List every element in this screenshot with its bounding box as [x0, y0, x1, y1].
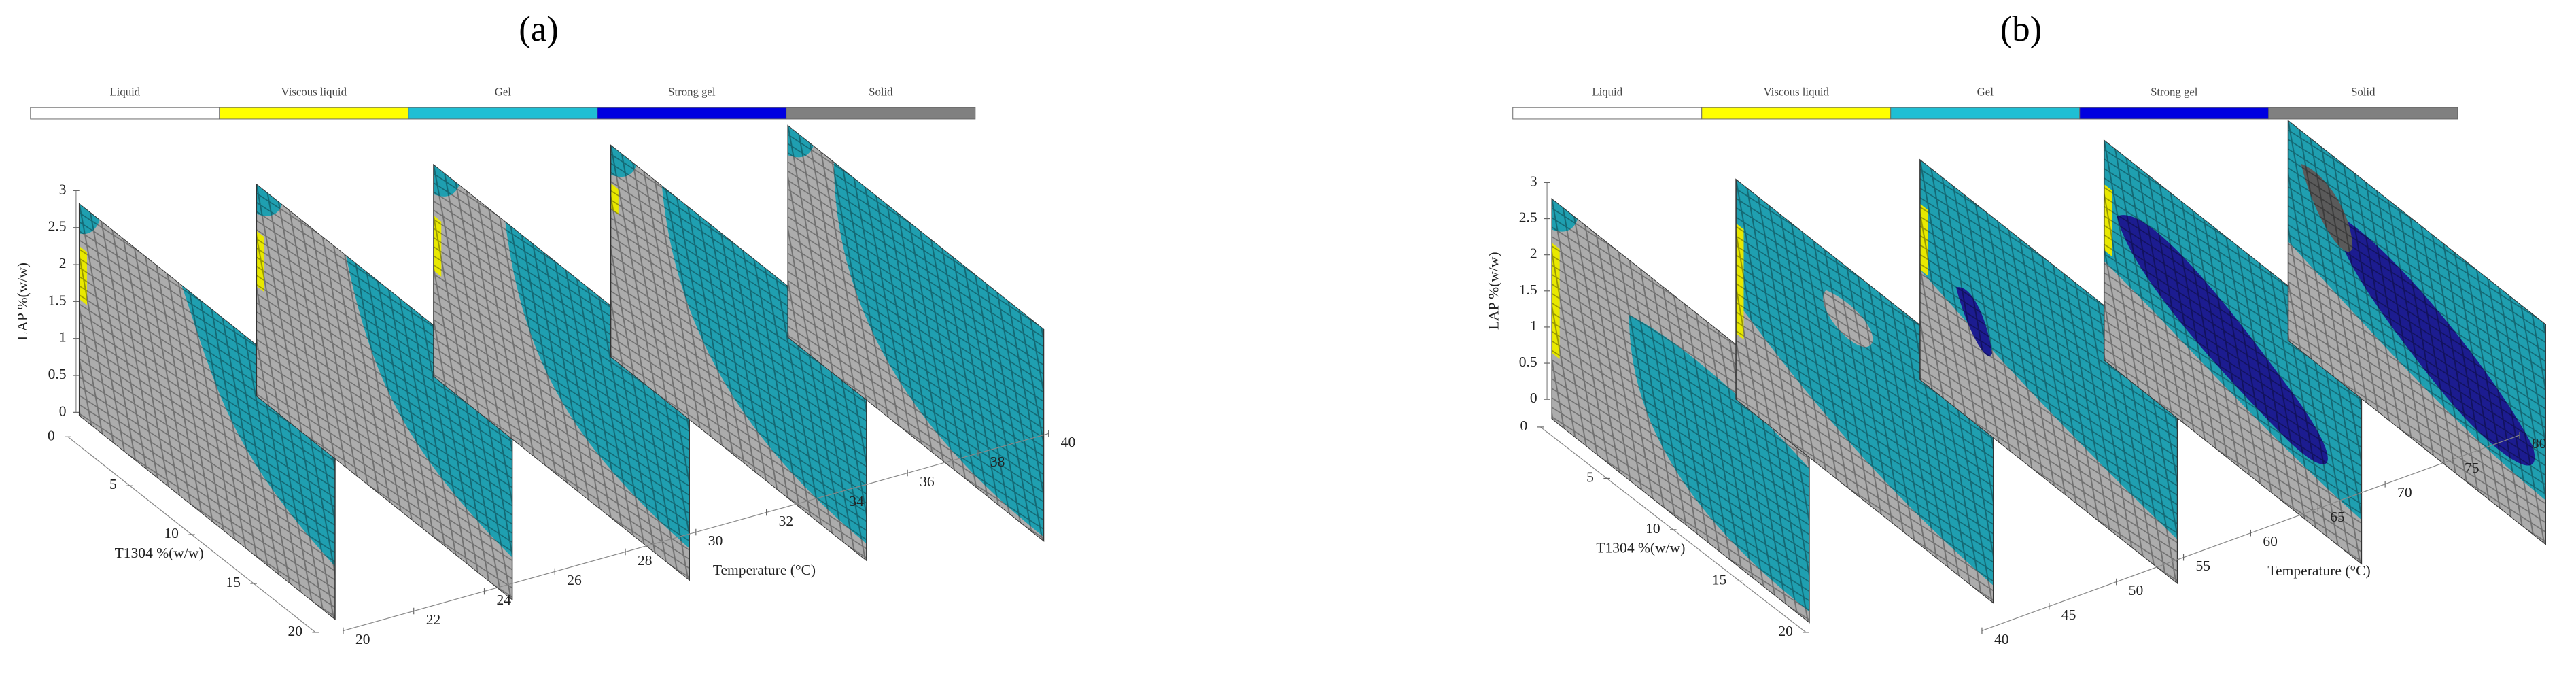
slice	[2103, 139, 2363, 565]
x-tick-label: 24	[496, 592, 511, 608]
slice-mesh	[2287, 120, 2546, 545]
colorbar-label: Gel	[495, 85, 512, 98]
z-tick-label: 0.5	[48, 366, 67, 382]
x-tick-label: 80	[2532, 435, 2547, 452]
slice	[433, 163, 690, 581]
x-tick-label: 30	[708, 532, 723, 549]
x-tick-label: 36	[920, 473, 935, 490]
z-tick-label: 2.5	[1519, 209, 1537, 226]
colorbar-label: Solid	[2351, 85, 2375, 98]
x-tick-label: 40	[1061, 434, 1076, 450]
slice	[787, 124, 1045, 542]
z-tick-label: 1	[1530, 318, 1537, 334]
colorbar-segment	[2268, 107, 2458, 120]
y-axis-label: T1304 %(w/w)	[115, 545, 204, 561]
y-tick-label: 20	[1778, 623, 1793, 639]
colorbar-segment	[786, 107, 976, 120]
x-tick-label: 20	[355, 631, 370, 647]
z-tick-label: 2	[59, 255, 67, 271]
slice-mesh	[433, 163, 690, 581]
slice-mesh	[610, 144, 867, 562]
colorbar-label: Liquid	[1592, 85, 1622, 98]
x-axis-label: Temperature (°C)	[2267, 562, 2370, 579]
y-tick-label: 10	[1646, 520, 1660, 537]
colorbar-segment	[2079, 107, 2269, 120]
x-tick-label: 55	[2196, 558, 2211, 574]
slice	[1919, 158, 2178, 585]
y-tick-label: 5	[1586, 469, 1594, 485]
colorbar-segment	[1890, 107, 2081, 120]
slice	[256, 183, 513, 601]
x-tick-label: 22	[426, 611, 441, 628]
x-tick-label: 50	[2129, 582, 2144, 598]
panel-label: (a)	[519, 10, 559, 49]
slice	[2287, 120, 2546, 545]
x-tick-label: 34	[849, 493, 864, 509]
slice-mesh	[1735, 178, 1994, 605]
colorbar-label: Liquid	[109, 85, 140, 98]
z-tick-label: 1	[59, 329, 67, 345]
colorbar-label: Gel	[1977, 85, 1994, 98]
z-tick-label: 3	[59, 181, 67, 197]
z-tick-label: 0.5	[1519, 354, 1537, 370]
x-axis-label: Temperature (°C)	[713, 562, 816, 578]
z-axis-label: LAP %(w/w)	[14, 262, 31, 341]
colorbar-segment	[408, 107, 598, 120]
slice	[78, 203, 336, 620]
x-tick-label: 38	[990, 454, 1005, 470]
z-tick-label: 2.5	[48, 218, 67, 235]
x-tick-label: 70	[2397, 484, 2412, 501]
slice-mesh	[1551, 198, 1810, 624]
z-tick-label: 2	[1530, 245, 1537, 262]
y-tick-label: 15	[1712, 571, 1727, 588]
colorbar-segment	[219, 107, 409, 120]
y-tick-label: 0	[48, 427, 55, 443]
colorbar-label: Strong gel	[668, 85, 716, 98]
y-tick-label: 20	[288, 623, 302, 639]
slice	[1551, 198, 1810, 624]
colorbar-segment	[30, 107, 220, 120]
y-tick-label: 15	[226, 574, 241, 590]
colorbar-label: Viscous liquid	[1764, 85, 1830, 98]
y-axis-label: T1304 %(w/w)	[1596, 540, 1685, 556]
panel-label: (b)	[2000, 10, 2042, 49]
x-tick-label: 32	[779, 513, 794, 529]
colorbar-segment	[1512, 107, 1703, 120]
z-axis-label: LAP %(w/w)	[1485, 252, 1501, 330]
x-tick-label: 65	[2330, 509, 2345, 525]
z-tick-label: 0	[59, 403, 67, 419]
colorbar-segment	[1701, 107, 1892, 120]
z-tick-label: 1.5	[48, 292, 67, 308]
z-tick-label: 3	[1530, 173, 1537, 189]
x-tick-label: 28	[638, 552, 652, 569]
colorbar-label: Solid	[869, 85, 893, 98]
slice	[1735, 178, 1994, 605]
x-tick-label: 26	[567, 572, 582, 588]
x-tick-label: 40	[1994, 631, 2009, 647]
slice	[610, 144, 867, 562]
z-tick-label: 0	[1530, 390, 1537, 406]
colorbar-label: Viscous liquid	[281, 85, 347, 98]
y-tick-label: 0	[1520, 418, 1528, 434]
slice-mesh	[1919, 158, 2178, 585]
colorbar-segment	[597, 107, 787, 120]
x-tick-label: 45	[2061, 607, 2076, 623]
x-tick-label: 60	[2263, 533, 2278, 549]
slice-mesh	[2103, 139, 2363, 565]
y-tick-label: 5	[109, 476, 117, 492]
x-tick-label: 75	[2465, 460, 2479, 476]
y-tick-label: 10	[164, 525, 179, 541]
slice-mesh	[78, 203, 336, 620]
slice-mesh	[256, 183, 513, 601]
z-tick-label: 1.5	[1519, 282, 1537, 298]
colorbar-label: Strong gel	[2151, 85, 2198, 98]
